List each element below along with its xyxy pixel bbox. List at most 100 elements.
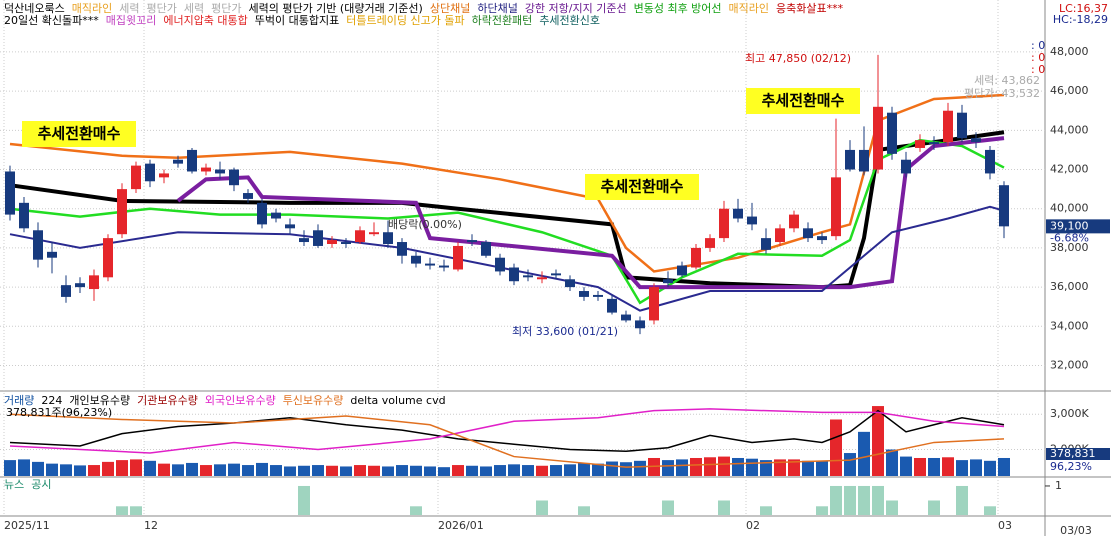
volume-bar [942,457,954,476]
volume-bar [662,460,674,476]
news-bar [928,500,940,515]
legend-item: delta volume cvd [350,394,445,407]
y-tick-label: 40,000 [1050,202,1089,215]
volume-bar [382,466,394,476]
candle-body [229,169,239,186]
volume-bar [326,465,338,476]
legend-item: 터틀트레이딩 신고가 돌파 [346,14,464,27]
volume-bar [18,459,30,476]
candle-body [495,257,505,272]
candle-body [355,230,365,243]
volume-bar [634,460,646,476]
candle-body [677,265,687,276]
candle-body [845,149,855,170]
lc-label: LC:16,37 [1059,2,1108,15]
volume-bar [886,449,898,476]
volume-bar [214,464,226,476]
volume-bar [914,457,926,476]
candle-body [761,238,771,250]
legend-item: 20일선 확신돌파*** [4,13,99,27]
y-tick-label: 34,000 [1050,319,1089,332]
y-tick-label: 48,000 [1050,45,1089,58]
volume-bar [690,457,702,476]
candle-body [719,208,729,239]
volume-bar [200,465,212,476]
candle-body [635,320,645,329]
volume-bar [340,466,352,476]
volume-bar [32,461,44,476]
candle-body [509,267,519,282]
candle-body [789,214,799,229]
volume-bar [172,464,184,476]
volume-bar [998,457,1010,476]
volume-bar [802,460,814,476]
volume-bar [88,465,100,476]
legend-item: 응축화살표*** [776,2,844,15]
volume-bar [900,456,912,476]
candle-body [957,112,967,139]
overlay-line [176,136,1005,290]
candle-body [481,242,491,256]
x-tick-label: 12 [144,519,158,532]
candle-body [257,202,267,225]
volume-bar [872,406,884,476]
candle-body [453,245,463,270]
candle-body [439,265,449,268]
news-bar [956,485,968,515]
candle-body [943,110,953,143]
candle-body [523,275,533,278]
volume-bar [578,462,590,476]
volume-bar [760,460,772,476]
news-bar [816,506,828,515]
candle-body [215,169,225,174]
volume-bar [466,465,478,476]
legend-item: 평단가 [211,2,241,15]
candle-body [201,167,211,172]
candle-body [47,251,57,258]
legend-item: 세력 [184,2,204,15]
volume-bar [494,465,506,476]
holding-tag [1046,448,1110,460]
candle-body [131,165,141,190]
volume-bar [928,457,940,476]
candle-body [747,216,757,225]
y-tick-label: 32,000 [1050,359,1089,372]
x-tick-label: 2025/11 [4,519,50,532]
signal-box [22,121,136,147]
y-tick-label: 46,000 [1050,84,1089,97]
price-tag [1046,219,1110,234]
candle-body [33,230,43,260]
y-tick-label: 38,000 [1050,241,1089,254]
news-bar [718,500,730,515]
candle-body [537,277,547,280]
volume-bar [536,465,548,476]
news-bar [116,506,128,515]
candle-body [929,142,939,145]
volume-bar [970,459,982,476]
candle-body [831,177,841,237]
candle-body [89,275,99,290]
volume-bar [550,465,562,476]
candle-body [327,240,337,244]
candle-body [173,159,183,164]
volume-bar [256,462,268,476]
volume-bar [60,464,72,476]
news-bar [410,506,422,515]
legend-item: 매직라인 [72,2,112,15]
news-bar [760,506,772,515]
legend-item: 하락전환패턴 [472,13,533,27]
volume-bar [508,464,520,476]
candle-body [271,212,281,219]
legend-item: 매집윗꼬리 [106,14,157,27]
candle-body [341,242,351,244]
news-bar [662,500,674,515]
price-tag-label: 39,100 [1050,219,1089,232]
candle-body [299,238,309,243]
holding-right: 96,23% [1050,460,1092,473]
y-tick-label: 3,000K [1050,407,1089,420]
candle-body [775,228,785,243]
candle-body [117,189,127,235]
change-label: -6.68% [1050,231,1089,244]
candle-body [901,159,911,174]
